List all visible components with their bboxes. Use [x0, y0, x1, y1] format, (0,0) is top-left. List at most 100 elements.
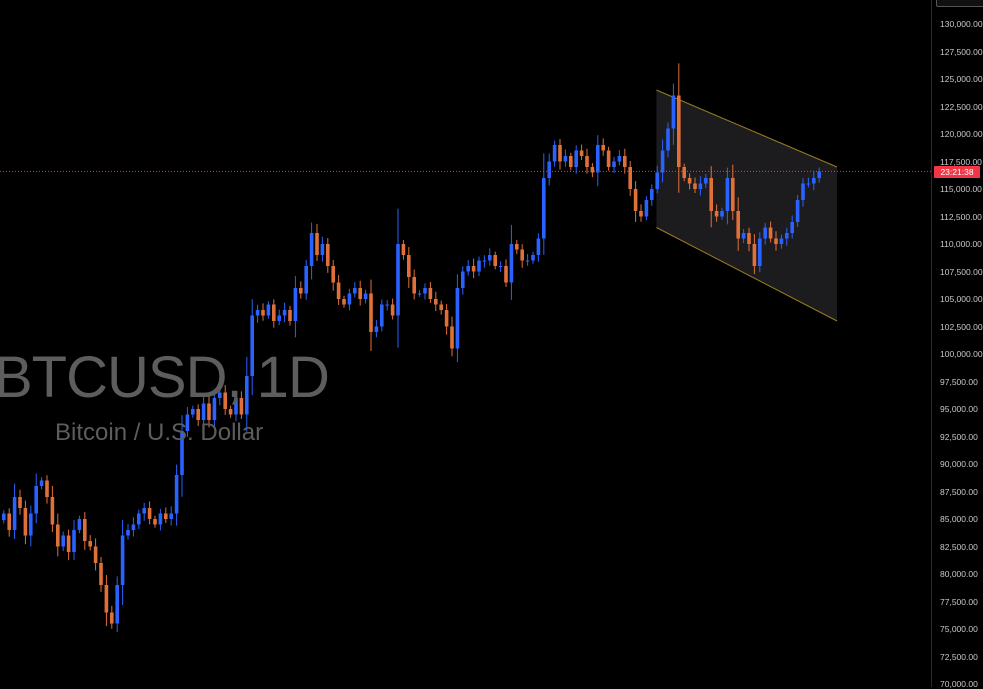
candle-body: [385, 304, 389, 306]
candle-body: [660, 150, 665, 173]
candle-body: [7, 513, 11, 530]
price-tick-label: 72,500.00: [940, 651, 978, 662]
candle-body: [731, 178, 735, 211]
candle-body: [801, 183, 805, 200]
candle-body: [725, 178, 730, 211]
candle-body: [266, 304, 271, 316]
price-tick-label: 70,000.00: [940, 679, 978, 689]
last-price-countdown-badge: 23:21:38: [934, 166, 980, 178]
axis-scale-button[interactable]: [936, 0, 983, 7]
candle-body: [164, 513, 168, 519]
candle-body: [488, 255, 492, 261]
candle-body: [644, 200, 649, 217]
price-tick-label: 120,000.00: [940, 129, 983, 139]
candle-body: [698, 183, 703, 189]
price-tick-label: 117,500.00: [940, 156, 982, 167]
candle-body: [558, 145, 562, 162]
candle-body: [693, 183, 697, 189]
candle-body: [552, 145, 557, 162]
candle-body: [347, 293, 352, 305]
candle-body: [180, 431, 184, 475]
candle-body: [120, 535, 125, 585]
candle-body: [174, 475, 179, 514]
candle-body: [147, 508, 152, 519]
candle-body: [590, 167, 595, 173]
candle-body: [369, 293, 373, 332]
candle-body: [677, 95, 681, 167]
channel-lower-line[interactable]: [656, 227, 838, 322]
candle-body: [2, 513, 6, 521]
candle-body: [396, 244, 400, 316]
candle-body: [687, 178, 692, 184]
candle-body: [525, 260, 530, 262]
candle-body: [736, 211, 740, 239]
watermark-symbol: BTCUSD, 1D: [0, 345, 330, 410]
candle-body: [104, 585, 109, 613]
candle-body: [374, 326, 379, 332]
candlestick-chart[interactable]: [0, 0, 931, 687]
candle-body: [126, 530, 130, 536]
price-tick-label: 107,500.00: [940, 266, 983, 277]
candle-body: [201, 403, 206, 420]
candle-body: [29, 513, 33, 536]
price-tick-label: 112,500.00: [940, 211, 982, 222]
candle-body: [223, 392, 227, 409]
candle-body: [790, 222, 794, 233]
candle-body: [569, 156, 573, 167]
candle-body: [309, 233, 314, 266]
candle-body: [293, 288, 298, 321]
candle-body: [779, 238, 784, 244]
channel-upper-line[interactable]: [656, 89, 838, 168]
candle-body: [547, 161, 551, 178]
candle-body: [239, 398, 244, 415]
candle-body: [83, 519, 87, 541]
candle-body: [466, 266, 470, 272]
candle-body: [158, 513, 163, 525]
candles: [2, 63, 821, 633]
candle-body: [417, 293, 422, 295]
price-tick-label: 77,500.00: [940, 596, 978, 607]
price-tick-label: 87,500.00: [940, 486, 978, 497]
candle-body: [315, 233, 319, 255]
candle-body: [153, 519, 157, 525]
candle-body: [39, 480, 44, 486]
candle-body: [606, 150, 611, 167]
candle-body: [633, 189, 638, 211]
candle-body: [720, 211, 724, 217]
candle-body: [110, 612, 114, 624]
candle-body: [390, 304, 395, 316]
candle-body: [774, 238, 778, 244]
candle-body: [234, 398, 238, 415]
price-tick-label: 110,000.00: [940, 239, 982, 249]
candle-body: [88, 541, 92, 547]
candle-body: [763, 227, 767, 239]
candle-body: [255, 310, 260, 316]
candle-body: [363, 293, 368, 299]
candle-body: [536, 238, 541, 255]
candle-body: [23, 508, 28, 536]
candle-body: [34, 486, 38, 514]
candle-body: [785, 233, 789, 239]
candle-body: [428, 288, 433, 299]
price-axis[interactable]: [931, 0, 983, 687]
price-tick-label: 85,000.00: [940, 514, 978, 524]
candle-body: [498, 266, 503, 267]
candle-body: [61, 535, 65, 547]
candle-body: [434, 299, 438, 305]
candle-body: [299, 288, 303, 294]
candle-body: [812, 178, 816, 184]
candle-body: [45, 480, 49, 497]
candle-body: [12, 497, 17, 530]
candle-body: [806, 183, 811, 185]
candle-body: [628, 167, 632, 189]
candle-body: [412, 277, 416, 294]
descending-channel-drawing[interactable]: [656, 90, 837, 321]
candle-body: [520, 249, 524, 261]
candle-body: [741, 233, 746, 239]
candle-body: [331, 266, 335, 283]
candle-body: [439, 304, 443, 310]
candle-body: [131, 524, 136, 530]
candle-body: [66, 535, 71, 552]
watermark-name: Bitcoin / U.S. Dollar: [55, 419, 264, 446]
price-tick-label: 100,000.00: [940, 349, 983, 359]
